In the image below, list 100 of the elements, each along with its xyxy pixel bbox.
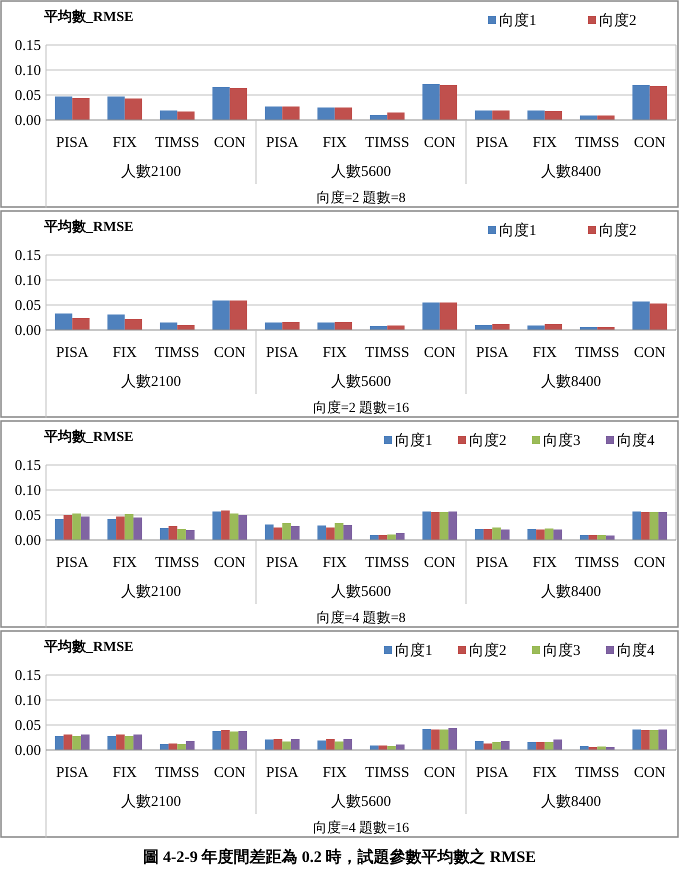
bar <box>290 526 300 540</box>
x-tick-label: FIX <box>532 135 557 151</box>
x-tick-label: PISA <box>56 135 89 151</box>
bar <box>544 528 554 540</box>
bar <box>440 730 448 750</box>
bar <box>54 314 72 330</box>
bar <box>160 744 169 750</box>
bar <box>492 324 510 330</box>
bar <box>527 529 536 540</box>
bar <box>474 741 484 750</box>
text: 人數8400 <box>541 163 601 180</box>
text: 人數2100 <box>121 163 181 180</box>
x-tick-label: CON <box>634 345 666 361</box>
bar <box>317 526 326 540</box>
bar <box>440 512 448 540</box>
y-tick-label: 0.15 <box>14 248 41 264</box>
legend-label: 向度2 <box>469 432 506 449</box>
x-tick-label: FIX <box>532 555 557 571</box>
bar <box>536 742 545 750</box>
x-tick-label: FIX <box>112 555 137 571</box>
x-tick-label: CON <box>214 345 246 361</box>
x-tick-label: TIMSS <box>365 135 410 151</box>
bar <box>650 86 668 120</box>
legend-label: 向度1 <box>499 222 536 239</box>
text: 人數5600 <box>331 793 391 810</box>
x-tick-label: PISA <box>56 765 89 781</box>
legend-label: 向度2 <box>599 222 636 239</box>
bar <box>527 326 545 330</box>
legend-label: 向度2 <box>469 642 506 659</box>
bar <box>264 106 282 120</box>
bar <box>658 730 668 750</box>
x-axis-title: 向度=2 題數=16 <box>312 400 410 416</box>
bar <box>274 528 282 540</box>
chart-title: 平均數_RMSE <box>43 639 134 655</box>
bar <box>107 519 116 540</box>
x-tick-label: TIMSS <box>575 765 620 781</box>
bar <box>422 512 432 540</box>
bar <box>54 96 72 120</box>
text: 人數2100 <box>121 583 181 600</box>
bar <box>658 512 668 540</box>
bar <box>553 740 562 750</box>
bar <box>168 526 178 540</box>
x-tick-label: TIMSS <box>365 345 410 361</box>
bar <box>544 324 562 330</box>
x-tick-label: PISA <box>476 345 509 361</box>
bar <box>650 730 658 750</box>
bar <box>334 742 344 750</box>
y-tick-label: 0.00 <box>14 743 41 759</box>
bar <box>221 730 230 750</box>
bar <box>553 530 562 540</box>
bar <box>133 518 142 540</box>
bar <box>641 512 650 540</box>
bar <box>492 110 510 120</box>
bar <box>177 112 195 120</box>
x-tick-label: PISA <box>266 555 299 571</box>
bar <box>124 319 142 330</box>
bar <box>632 512 642 540</box>
legend-label: 向度1 <box>395 432 432 449</box>
x-tick-label: CON <box>424 345 456 361</box>
x-tick-label: FIX <box>322 555 347 571</box>
bar <box>80 734 90 750</box>
legend-label: 向度4 <box>617 642 655 659</box>
x-tick-label: FIX <box>322 765 347 781</box>
bar <box>317 740 326 750</box>
x-tick-label: FIX <box>532 345 557 361</box>
bar <box>632 730 642 750</box>
bar <box>544 742 554 750</box>
y-tick-label: 0.05 <box>14 508 41 524</box>
text: 人數5600 <box>331 583 391 600</box>
legend-label: 向度1 <box>395 642 432 659</box>
y-tick-label: 0.00 <box>14 113 41 129</box>
bar <box>124 736 134 750</box>
bar <box>440 85 458 120</box>
y-tick-label: 0.00 <box>14 323 41 339</box>
bar <box>116 734 125 750</box>
x-tick-label: PISA <box>476 765 509 781</box>
bar <box>484 529 492 540</box>
bar <box>64 515 72 540</box>
x-axis-title: 向度=2 題數=8 <box>316 190 406 206</box>
bar <box>107 96 125 120</box>
bar <box>64 734 72 750</box>
bar <box>396 533 405 540</box>
bar <box>370 115 388 120</box>
y-tick-label: 0.15 <box>14 458 41 474</box>
bar <box>212 300 230 330</box>
x-tick-label: FIX <box>112 135 137 151</box>
x-tick-label: TIMSS <box>155 555 200 571</box>
chart-title: 平均數_RMSE <box>43 219 134 235</box>
bar <box>580 116 598 120</box>
chart-title: 平均數_RMSE <box>43 429 134 445</box>
x-tick-label: FIX <box>532 765 557 781</box>
x-tick-label: CON <box>424 765 456 781</box>
bar <box>334 322 352 330</box>
bar <box>221 510 230 540</box>
bar <box>632 85 650 120</box>
bar <box>500 741 510 750</box>
x-tick-label: TIMSS <box>365 555 410 571</box>
bar <box>650 304 668 330</box>
bar <box>124 98 142 120</box>
x-tick-label: PISA <box>476 135 509 151</box>
